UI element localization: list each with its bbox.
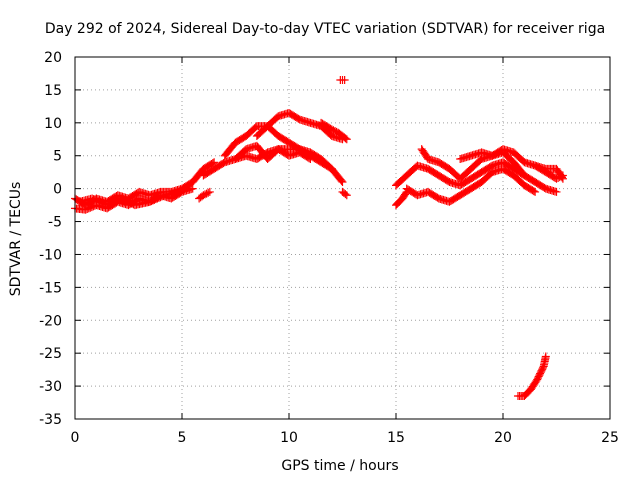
chart-title: Day 292 of 2024, Sidereal Day-to-day VTE…	[45, 21, 605, 37]
y-tick-label: -15	[39, 280, 62, 296]
x-tick-label: 5	[178, 430, 187, 446]
series-arc-11	[336, 76, 349, 85]
series-arc-10	[338, 187, 351, 200]
data-point	[173, 187, 182, 196]
data-point	[338, 178, 347, 187]
series-arc-14	[402, 164, 540, 206]
series-arc-6	[220, 122, 347, 187]
y-tick-label: 20	[44, 50, 62, 66]
x-tick-label: 25	[601, 430, 619, 446]
y-tick-label: -35	[39, 412, 62, 428]
data-point-interp	[337, 176, 346, 185]
data-point	[541, 352, 550, 361]
x-tick-label: 0	[71, 430, 80, 446]
data-point-interp	[519, 170, 528, 179]
series-arc-17	[531, 161, 567, 183]
y-tick-label: -10	[39, 247, 62, 263]
y-tick-label: 10	[44, 116, 62, 132]
y-axis-label: SDTVAR / TECUs	[8, 182, 24, 297]
data-point	[520, 171, 529, 180]
data-point	[552, 187, 561, 196]
data-point-interp	[341, 134, 350, 143]
y-tick-label: 0	[53, 182, 62, 198]
y-tick-label: -20	[39, 313, 62, 329]
x-tick-label: 10	[280, 430, 298, 446]
data-point-interp	[341, 190, 350, 199]
data-point	[558, 174, 567, 183]
series-arc-12	[392, 187, 411, 210]
data-point	[205, 187, 214, 196]
x-tick-label: 15	[387, 430, 405, 446]
series-arc-7	[231, 141, 315, 164]
data-point	[340, 76, 349, 85]
data-point-interp	[558, 173, 567, 182]
y-tick-label: -30	[39, 379, 62, 395]
data-point	[342, 135, 351, 144]
series-arc-18	[513, 352, 550, 400]
series-arc-8	[252, 108, 347, 144]
x-axis-label: GPS time / hours	[281, 458, 398, 474]
data-point	[306, 155, 315, 164]
data-point-interp	[529, 187, 538, 196]
x-tick-label: 20	[494, 430, 512, 446]
series-arc-4	[195, 187, 214, 203]
data-point-interp	[305, 154, 314, 163]
y-tick-label: -25	[39, 346, 62, 362]
y-tick-label: 15	[44, 83, 62, 99]
data-point	[342, 191, 351, 200]
series-arc-9	[317, 118, 351, 144]
data-point	[531, 187, 540, 196]
series-arc-3	[75, 187, 182, 210]
plot-frame	[74, 56, 611, 420]
grid-lines	[75, 57, 610, 419]
data-point-interp	[204, 188, 213, 197]
plot-points	[71, 76, 567, 400]
y-tick-label: 5	[53, 149, 62, 165]
data-point	[188, 184, 197, 193]
y-tick-label: -5	[48, 215, 62, 231]
axis-ticks: 0 5 10 15 20 25 -35 -30 -25 -20 -15 -10 -5 0 5 10 15 20	[39, 50, 619, 446]
